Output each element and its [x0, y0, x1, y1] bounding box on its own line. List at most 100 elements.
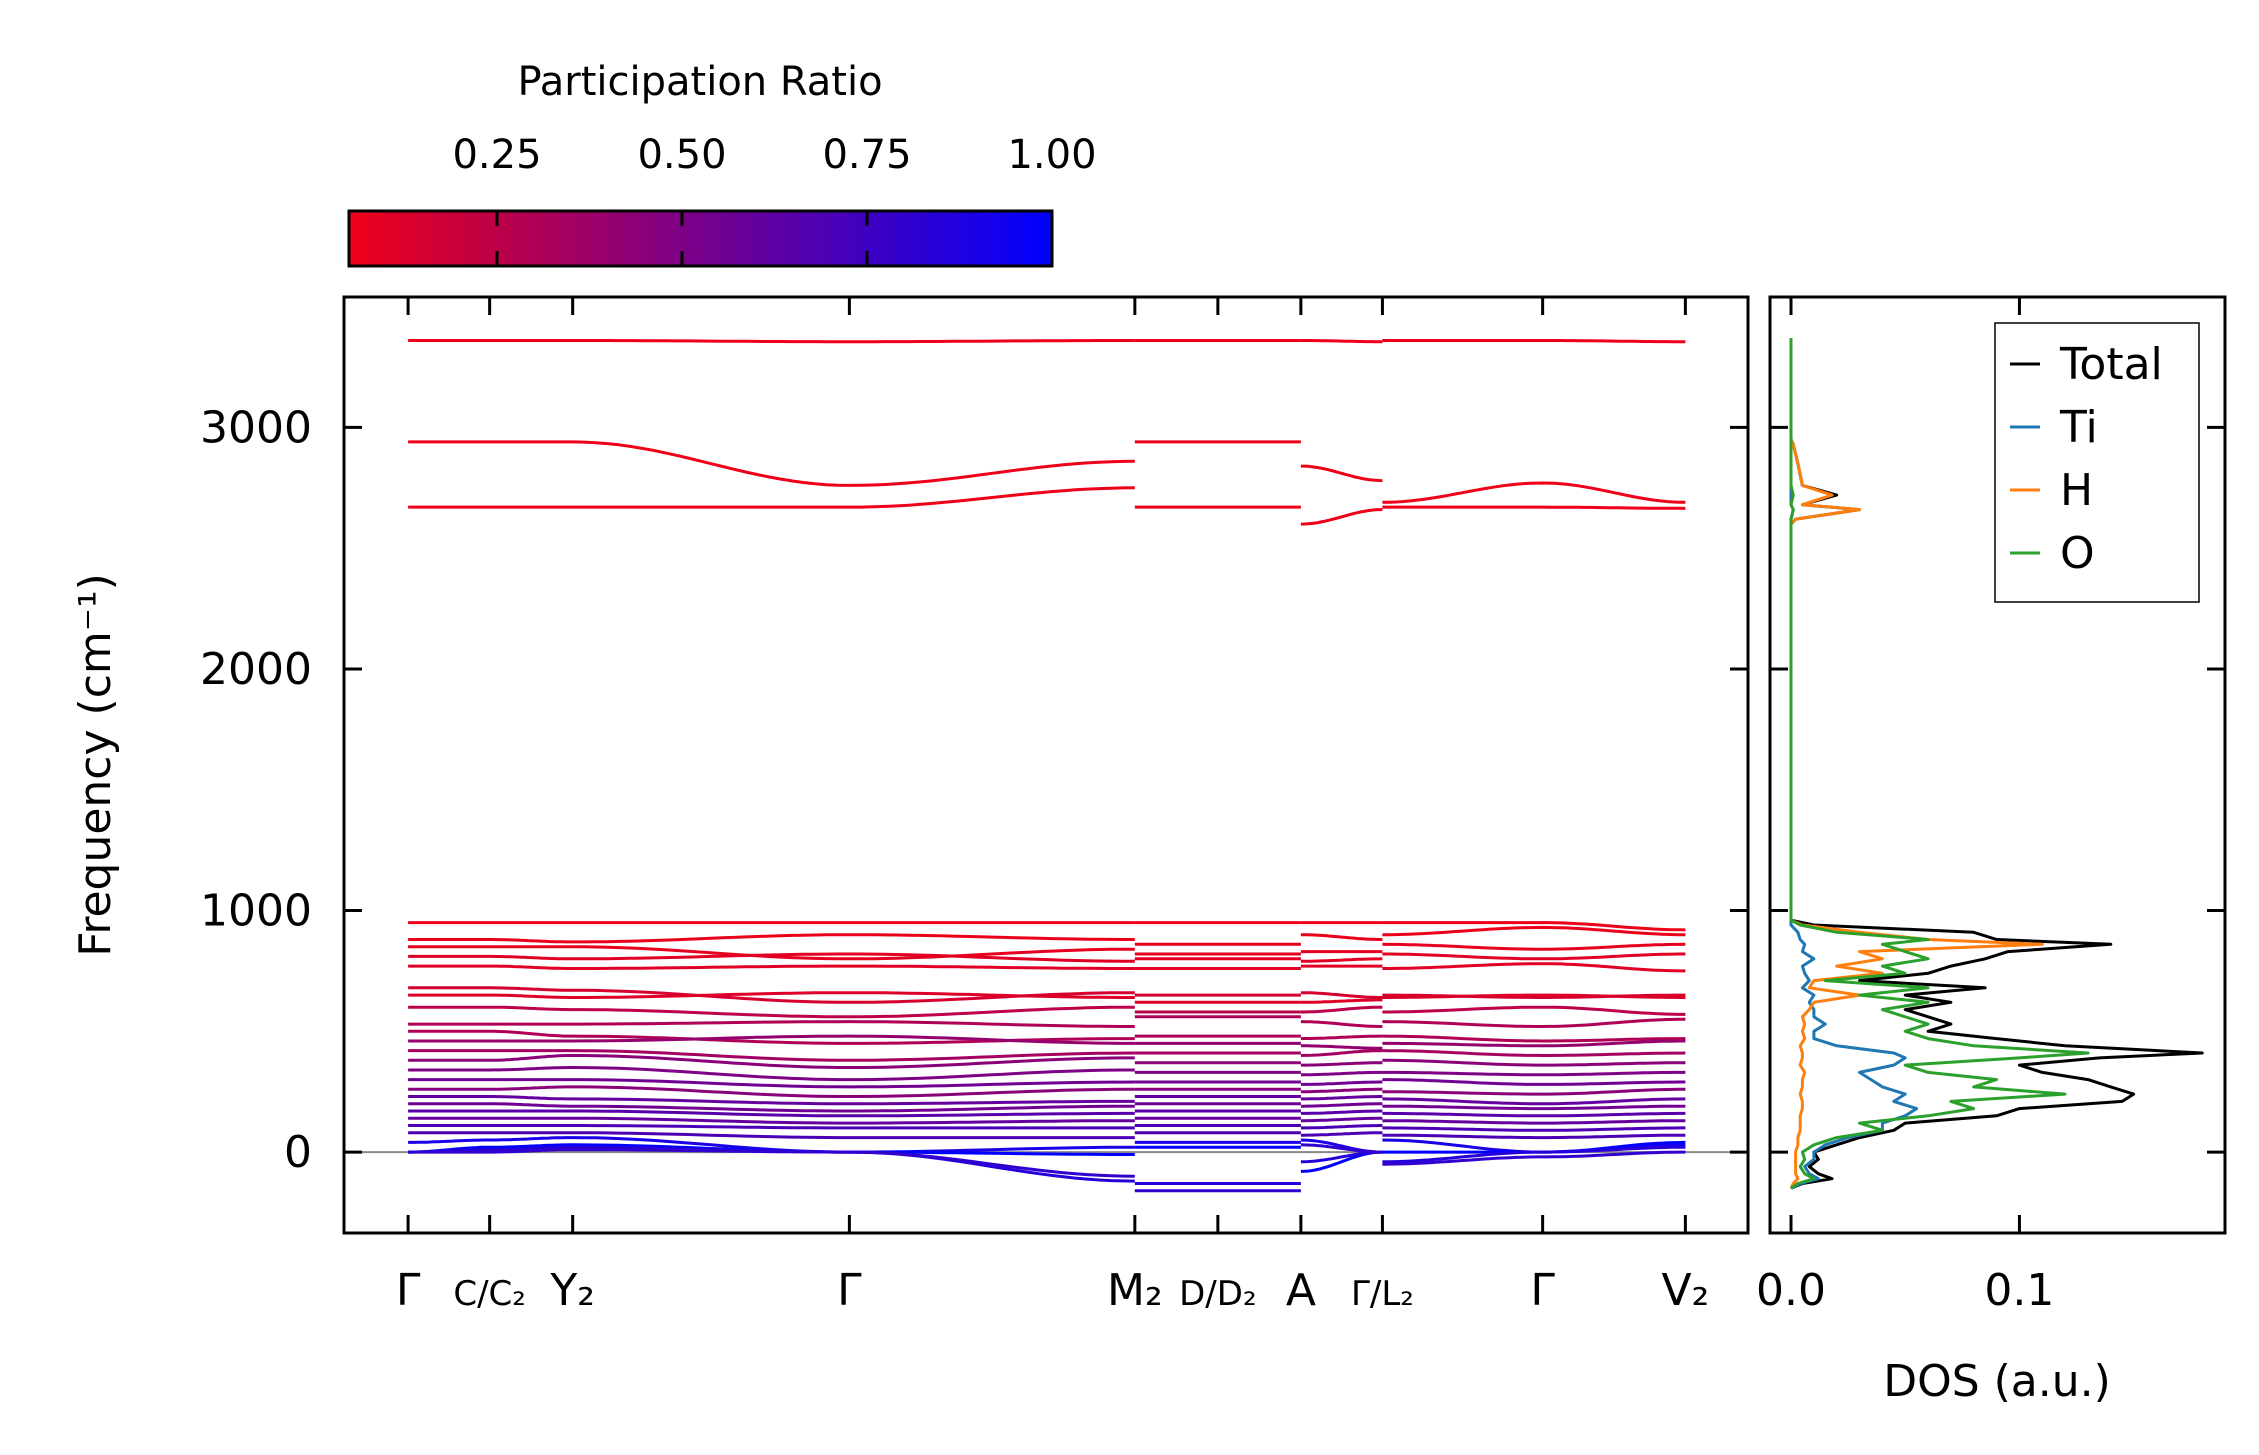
band-line [1300, 957, 1383, 963]
legend-label: H [2060, 465, 2093, 516]
dos-x-tick-label: 0.0 [1756, 1265, 1826, 1316]
band-line [1300, 1087, 1383, 1094]
y-tick-label: 2000 [200, 644, 312, 695]
band-line [408, 1143, 1135, 1156]
band-line [408, 1109, 1135, 1118]
x-tick-label: Γ/L₂ [1351, 1274, 1414, 1314]
band-line [408, 952, 1135, 963]
band-line [1382, 1150, 1686, 1166]
x-tick-label: Γ [1530, 1265, 1555, 1316]
band-line [1382, 962, 1686, 973]
dos-x-axis-label: DOS (a.u.) [1883, 1356, 2111, 1407]
band-line [1300, 1102, 1383, 1108]
band-line [1300, 1131, 1383, 1137]
band-line [1382, 1097, 1686, 1106]
band-line [1382, 481, 1686, 504]
band-line [1382, 1034, 1686, 1043]
colorbar-tick-label: 0.75 [822, 132, 911, 178]
x-tick-label: C/C₂ [453, 1274, 526, 1314]
band-line [408, 1020, 1135, 1028]
band-line [1382, 1070, 1686, 1077]
dos-axes-ticks: 0.0 0.1 [1756, 297, 2225, 1316]
band-line [408, 1005, 1135, 1019]
band-line [1382, 1126, 1686, 1132]
band-line [1300, 508, 1383, 526]
band-line [1382, 1005, 1686, 1016]
band-line [1382, 1087, 1686, 1096]
colorbar: Participation Ratio 0.25 0.50 0.75 1.00 [347, 59, 1097, 268]
band-line [408, 1102, 1135, 1113]
band-line [1382, 505, 1686, 510]
band-line [1300, 1034, 1383, 1041]
band-line [408, 1095, 1135, 1106]
band-line [1382, 1017, 1686, 1028]
colorbar-tick-label: 0.25 [452, 132, 541, 178]
band-line [1382, 1104, 1686, 1111]
x-tick-label: Γ [837, 1265, 862, 1316]
band-line [408, 440, 1135, 487]
dos-line-o [1789, 338, 2090, 1190]
legend-label: O [2060, 528, 2095, 579]
band-line [1300, 1005, 1383, 1014]
band-line [1300, 933, 1383, 941]
band-line [408, 964, 1135, 970]
band-line [1382, 1049, 1686, 1057]
band-line [1300, 339, 1383, 344]
band-line [408, 1148, 1135, 1178]
band-line [1300, 1124, 1383, 1130]
band-line [408, 1034, 1135, 1045]
band-line [1382, 925, 1686, 937]
x-tick-label: Γ [396, 1265, 421, 1316]
band-line [408, 1136, 1135, 1154]
band-line [408, 1054, 1135, 1069]
band-line [1382, 1119, 1686, 1125]
band-line [408, 1078, 1135, 1089]
band-line [1300, 1143, 1383, 1154]
dos-line-h [1789, 338, 2044, 1189]
band-line [1382, 993, 1686, 999]
band-line [1382, 1145, 1686, 1164]
y-tick-label: 1000 [200, 886, 312, 937]
band-line [408, 991, 1135, 999]
band-line [408, 1066, 1135, 1082]
band-line [1382, 1111, 1686, 1118]
band-line [408, 1049, 1135, 1062]
legend-label: Total [2059, 339, 2163, 390]
band-axes-frame [342, 295, 1750, 1235]
legend-frame [1994, 322, 2200, 603]
band-line [408, 933, 1135, 944]
band-line [408, 1029, 1135, 1045]
dos-x-tick-label: 0.1 [1984, 1265, 2054, 1316]
band-line [1382, 921, 1686, 932]
colorbar-tick-label: 1.00 [1007, 132, 1096, 178]
band-line [1300, 991, 1383, 999]
x-tick-label: V₂ [1661, 1265, 1709, 1316]
band-line [1300, 1020, 1383, 1028]
band-line [1382, 339, 1686, 344]
band-line [1382, 952, 1686, 961]
legend-label: Ti [2059, 402, 2098, 453]
band-line [1382, 1058, 1686, 1067]
band-lines [344, 339, 1748, 1193]
band-line [408, 1116, 1135, 1125]
band-line [1382, 1039, 1686, 1048]
band-line [408, 1085, 1135, 1098]
y-tick-label: 3000 [200, 402, 312, 453]
band-line [1300, 1109, 1383, 1115]
x-tick-label: Y₂ [549, 1265, 595, 1316]
x-tick-label: A [1286, 1265, 1316, 1316]
band-line [1382, 1078, 1686, 1086]
band-line [1300, 1061, 1383, 1067]
colorbar-gradient [347, 209, 1054, 268]
band-line [1300, 1044, 1383, 1050]
dos-lines [1789, 338, 2204, 1190]
band-line [1300, 1080, 1383, 1086]
band-line [1300, 1049, 1383, 1057]
band-line [1300, 998, 1383, 1004]
band-line [408, 986, 1135, 1004]
dos-legend: Total Ti HO [1994, 322, 2200, 603]
colorbar-label: Participation Ratio [517, 59, 882, 105]
band-line [408, 339, 1135, 344]
band-line [1300, 1070, 1383, 1077]
